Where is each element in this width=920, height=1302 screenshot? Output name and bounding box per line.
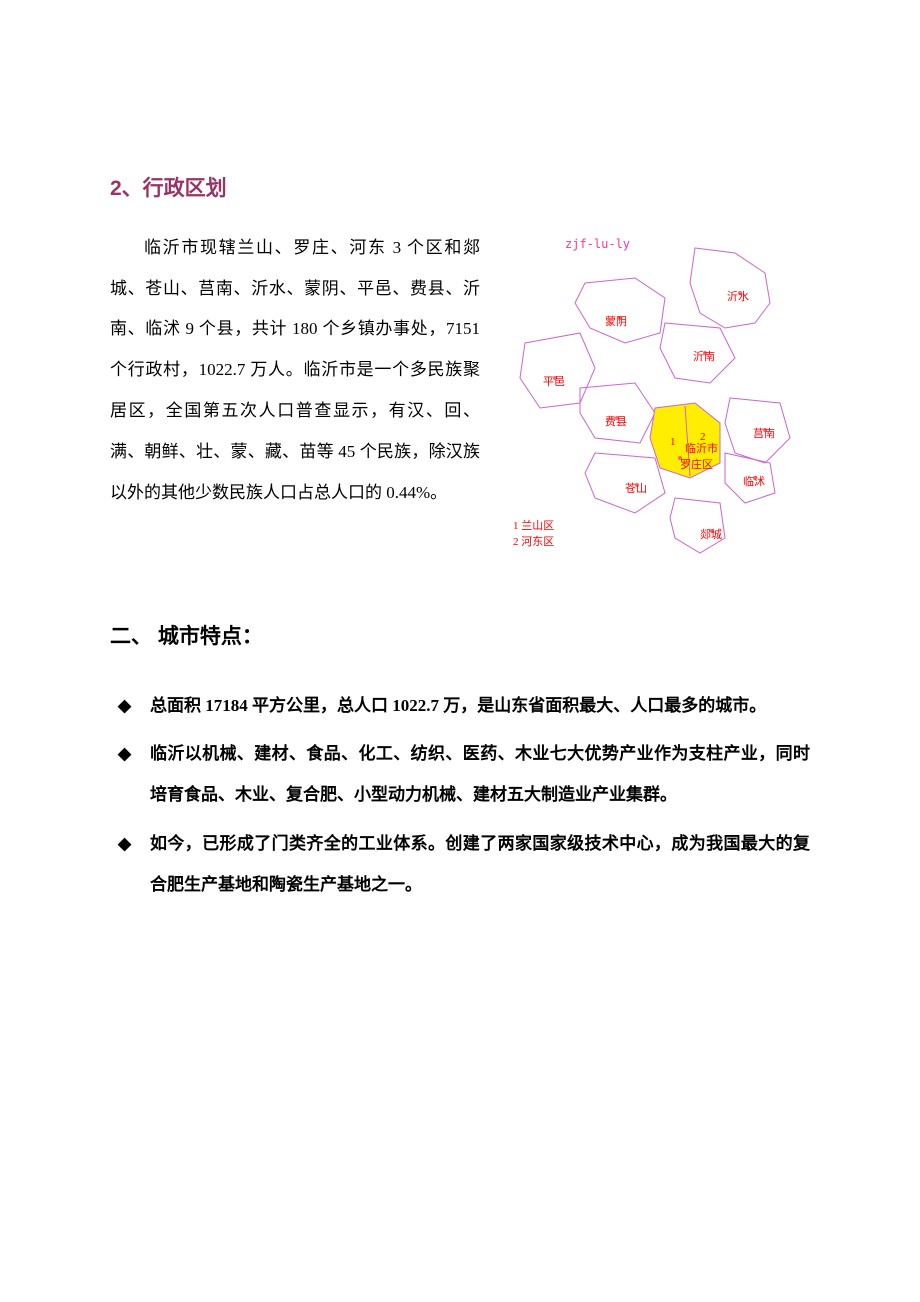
bullet-item: 临沂以机械、建材、食品、化工、纺织、医药、木业七大优势产业作为支柱产业，同时培育… [110, 734, 810, 816]
region-mengyin [575, 278, 665, 343]
map-label: 沂南 [693, 348, 715, 368]
map-title: zjf-lu-ly [565, 234, 630, 256]
map-label: 莒南 [753, 425, 775, 445]
map-label: 苍山 [625, 480, 647, 500]
section1-body: 临沂市现辖兰山、罗庄、河东 3 个区和郯城、苍山、莒南、沂水、蒙阴、平邑、费县、… [110, 228, 480, 568]
section1-heading: 2、行政区划 [110, 170, 810, 208]
section2-heading: 二、 城市特点： [110, 618, 810, 656]
map-label: 临沭 [743, 473, 765, 493]
map-label: 1 [670, 433, 676, 453]
map-label: 平邑 [543, 373, 565, 393]
map-label: 罗庄区 [680, 456, 713, 476]
content-row: 临沂市现辖兰山、罗庄、河东 3 个区和郯城、苍山、莒南、沂水、蒙阴、平邑、费县、… [110, 228, 810, 568]
map-label: 沂水 [727, 288, 749, 308]
map-label: 费县 [605, 413, 627, 433]
bullet-item: 如今，已形成了门类齐全的工业体系。创建了两家国家级技术中心，成为我国最大的复合肥… [110, 824, 810, 906]
map-container: zjf-lu-ly 沂水蒙阴沂南平邑费县莒南临沂市罗庄区临沭苍山郯城12 1 兰… [495, 228, 810, 568]
map-svg [495, 228, 810, 568]
region-pingyi [520, 333, 595, 408]
bullet-item: 总面积 17184 平方公里，总人口 1022.7 万，是山东省面积最大、人口最… [110, 686, 810, 727]
map-legend-item: 2 河东区 [513, 534, 554, 551]
map-label: 郯城 [700, 526, 722, 546]
map-label: 2 [700, 428, 706, 448]
bullet-list: 总面积 17184 平方公里，总人口 1022.7 万，是山东省面积最大、人口最… [110, 686, 810, 906]
map-legend-item: 1 兰山区 [513, 518, 554, 535]
map-label: 蒙阴 [605, 313, 627, 333]
